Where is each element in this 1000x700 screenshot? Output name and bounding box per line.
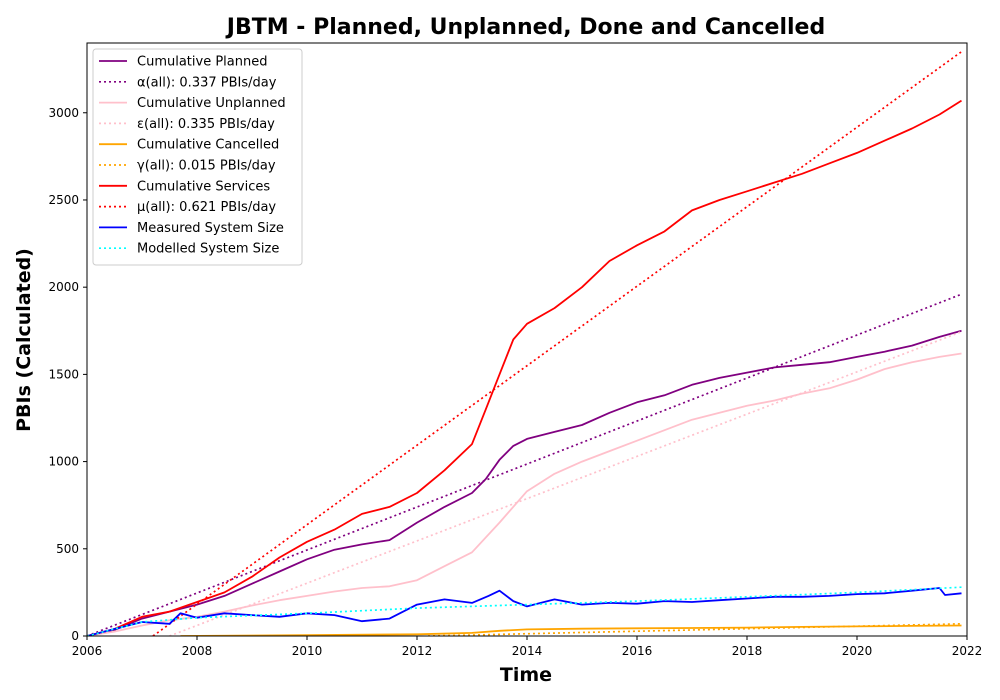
series-line-cumulative-planned bbox=[87, 329, 962, 636]
x-tick-label: 2020 bbox=[842, 644, 873, 658]
legend-entry: Cumulative Cancelled bbox=[137, 138, 279, 153]
legend-entry: α(all): 0.337 PBIs/day bbox=[137, 75, 277, 90]
x-tick-label: 2016 bbox=[622, 644, 653, 658]
series-line-cumulative-cancelled bbox=[180, 624, 962, 636]
x-tick-label: 2022 bbox=[952, 644, 983, 658]
legend-entry: γ(all): 0.015 PBIs/day bbox=[137, 159, 276, 174]
legend-entry: Measured System Size bbox=[137, 221, 284, 236]
legend-box bbox=[92, 48, 303, 266]
plot-area bbox=[87, 51, 962, 636]
series-line-all-0-337-pbis-day bbox=[87, 293, 962, 636]
legend-entry: Cumulative Planned bbox=[137, 55, 267, 70]
legend-entry: Cumulative Unplanned bbox=[137, 96, 286, 111]
x-axis-title: Time bbox=[500, 664, 552, 686]
legend-entry: ε(all): 0.335 PBIs/day bbox=[137, 117, 275, 132]
x-tick-label: 2012 bbox=[402, 644, 433, 658]
y-axis: 0 500 1000 1500 2000 2500 3000 bbox=[48, 106, 87, 643]
y-tick-label: 2500 bbox=[48, 193, 79, 207]
y-axis-title: PBIs (Calculated) bbox=[13, 248, 35, 432]
series-line-all-0-015-pbis-day bbox=[427, 622, 962, 636]
series-line-all-0-621-pbis-day bbox=[152, 51, 962, 636]
y-tick-label: 3000 bbox=[48, 106, 79, 120]
y-tick-label: 1000 bbox=[48, 455, 79, 469]
x-tick-label: 2018 bbox=[732, 644, 763, 658]
series-line-cumulative-services bbox=[87, 99, 962, 636]
x-tick-label: 2014 bbox=[512, 644, 543, 658]
chart-title: JBTM - Planned, Unplanned, Done and Canc… bbox=[225, 15, 825, 40]
y-tick-label: 0 bbox=[71, 629, 79, 643]
legend-entry: μ(all): 0.621 PBIs/day bbox=[137, 200, 276, 215]
x-tick-label: 2010 bbox=[292, 644, 323, 658]
x-tick-label: 2008 bbox=[182, 644, 213, 658]
x-axis: 2006 2008 2010 2012 2014 2016 2018 2020 2022 bbox=[72, 636, 983, 658]
legend-entry: Cumulative Services bbox=[137, 179, 270, 194]
y-tick-label: 2000 bbox=[48, 280, 79, 294]
series-line-measured-system-size bbox=[87, 587, 962, 636]
x-tick-label: 2006 bbox=[72, 644, 103, 658]
series-line-all-0-335-pbis-day bbox=[169, 330, 962, 636]
legend-entry: Modelled System Size bbox=[137, 242, 279, 257]
y-tick-label: 500 bbox=[56, 542, 79, 556]
series-line-cumulative-unplanned bbox=[87, 352, 962, 636]
legend: Cumulative Planned α(all): 0.337 PBIs/day… bbox=[92, 48, 303, 266]
y-tick-label: 1500 bbox=[48, 367, 79, 381]
